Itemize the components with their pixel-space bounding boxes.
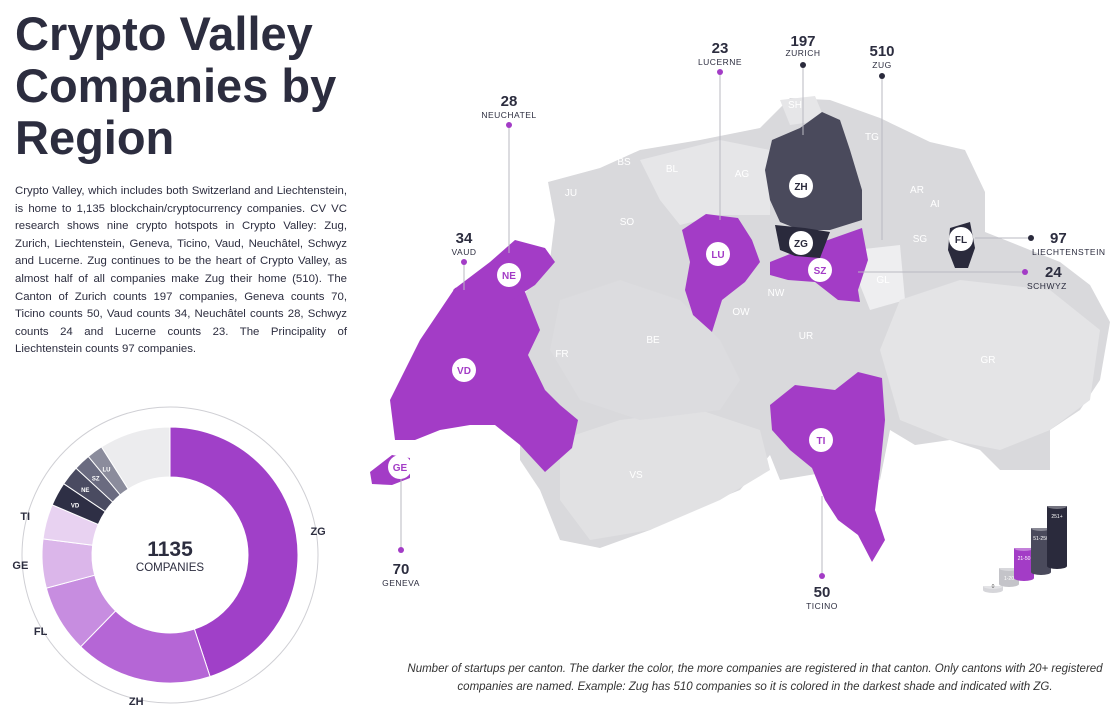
code-marker-lu xyxy=(706,242,730,266)
code-marker-fl xyxy=(949,227,973,251)
callout-count-ge: 70 xyxy=(393,561,410,578)
code-marker-ne xyxy=(497,263,521,287)
callout-dot-lu xyxy=(717,69,723,75)
page-title: Crypto Valley Companies by Region xyxy=(15,8,375,164)
callout-count-ne: 28 xyxy=(501,93,518,110)
code-marker-ge xyxy=(388,455,412,479)
code-marker-zg xyxy=(789,231,813,255)
legend-cylinder-base xyxy=(983,587,1003,593)
legend-cylinder-base xyxy=(1014,575,1034,581)
callout-dot-zg xyxy=(879,73,885,79)
callout-name-zg: ZUG xyxy=(872,60,891,70)
callout-dot-ne xyxy=(506,122,512,128)
callout-dot-zh xyxy=(800,62,806,68)
canton-label-gl: GL xyxy=(876,275,890,286)
legend-cylinder-top xyxy=(1047,503,1067,509)
legend-tier-label: 251+ xyxy=(1051,514,1062,520)
code-marker-label-ti: TI xyxy=(817,436,826,447)
code-marker-vd xyxy=(452,358,476,382)
description: Crypto Valley, which includes both Switz… xyxy=(15,185,347,356)
callout-dot-vd xyxy=(461,259,467,265)
code-marker-label-zg: ZG xyxy=(794,239,808,250)
callout-count-sz: 24 xyxy=(1045,264,1062,281)
code-marker-label-vd: VD xyxy=(457,366,471,377)
canton-label-tg: TG xyxy=(865,132,879,143)
canton-label-sg: SG xyxy=(913,234,928,245)
canton-label-ag: AG xyxy=(735,169,750,180)
legend-cylinder-base xyxy=(999,581,1019,587)
callout-dot-ti xyxy=(819,573,825,579)
legend-cylinder-top xyxy=(1014,545,1034,551)
callout-count-vd: 34 xyxy=(456,230,473,247)
callout-dot-ge xyxy=(398,547,404,553)
map-canton-ag xyxy=(640,140,770,225)
callout-name-vd: VAUD xyxy=(452,247,477,257)
canton-label-ur: UR xyxy=(799,331,813,342)
legend-cylinder-base xyxy=(1047,563,1067,569)
canton-label-sh: SH xyxy=(788,100,802,111)
legend-cylinder-top xyxy=(983,583,1003,589)
callout-dot-sz xyxy=(1022,269,1028,275)
code-marker-label-sz: SZ xyxy=(814,266,827,277)
map-canton-vs xyxy=(560,410,770,540)
map-canton-be xyxy=(550,280,740,420)
canton-label-so: SO xyxy=(620,217,635,228)
code-marker-label-zh: ZH xyxy=(794,182,807,193)
legend-tier-label: 21-50 xyxy=(1018,556,1031,562)
other-canton-labels: SH TG BS BL AG JU SO AR AI SG GL NW OW UR BE FR GR VS xyxy=(555,100,995,481)
legend-tier-label: 51-250 xyxy=(1033,536,1049,542)
code-marker-ti xyxy=(809,428,833,452)
legend-tiers: 0 1-20 21-50 51-250 251+ xyxy=(983,503,1067,593)
canton-label-gr: GR xyxy=(981,355,996,366)
callout-name-zh: ZURICH xyxy=(785,48,820,58)
canton-code-markers: ZG ZH FL GE TI VD NE SZ LU xyxy=(388,174,973,479)
code-marker-label-lu: LU xyxy=(711,250,724,261)
callout-count-ti: 50 xyxy=(814,584,831,601)
callout-count-zh: 197 xyxy=(790,33,815,50)
legend-tier-label: 0 xyxy=(992,584,995,590)
canton-label-be: BE xyxy=(646,335,660,346)
title-line: Companies by xyxy=(15,59,337,112)
callout-count-lu: 23 xyxy=(712,40,729,57)
code-marker-label-ge: GE xyxy=(393,463,408,474)
canton-label-fr: FR xyxy=(555,349,568,360)
callout-name-ti: TICINO xyxy=(806,601,838,611)
callout-name-ne: NEUCHATEL xyxy=(481,110,536,120)
map-canton-gr xyxy=(880,280,1100,450)
code-marker-zh xyxy=(789,174,813,198)
legend-cylinder-base xyxy=(1031,569,1051,575)
callout-name-fl: LIECHTENSTEIN xyxy=(1032,247,1106,257)
callout-count-zg: 510 xyxy=(869,43,894,60)
code-marker-label-ne: NE xyxy=(502,271,516,282)
canton-label-ow: OW xyxy=(732,307,750,318)
legend-cylinder-body xyxy=(1031,528,1051,572)
canton-label-bs: BS xyxy=(617,157,631,168)
canton-label-vs: VS xyxy=(629,470,643,481)
canton-label-nw: NW xyxy=(768,288,785,299)
legend-cylinder-body xyxy=(1047,506,1067,566)
callout-name-lu: LUCERNE xyxy=(698,57,742,67)
code-marker-sz xyxy=(808,258,832,282)
map-caption: Number of startups per canton. The darke… xyxy=(407,662,1103,693)
legend-cylinder-body xyxy=(1014,548,1034,578)
map-canton-zh xyxy=(765,112,862,230)
map-canton-vd xyxy=(390,275,578,472)
legend-tier-label: 1-20 xyxy=(1004,576,1014,582)
map-canton-lu xyxy=(682,214,760,332)
callout-count-fl: 97 xyxy=(1050,230,1067,247)
title-line: Region xyxy=(15,111,175,164)
title-line: Crypto Valley xyxy=(15,7,313,60)
canton-label-ju: JU xyxy=(565,188,577,199)
callout-name-sz: SCHWYZ xyxy=(1027,281,1067,291)
canton-label-bl: BL xyxy=(666,164,679,175)
code-marker-label-fl: FL xyxy=(955,235,967,246)
legend-cylinder-top xyxy=(1031,525,1051,531)
canton-label-ar: AR xyxy=(910,185,924,196)
callout-dot-fl xyxy=(1028,235,1034,241)
map-canton-ti xyxy=(770,372,885,562)
callout-name-ge: GENEVA xyxy=(382,578,420,588)
canton-label-ai: AI xyxy=(930,199,939,210)
